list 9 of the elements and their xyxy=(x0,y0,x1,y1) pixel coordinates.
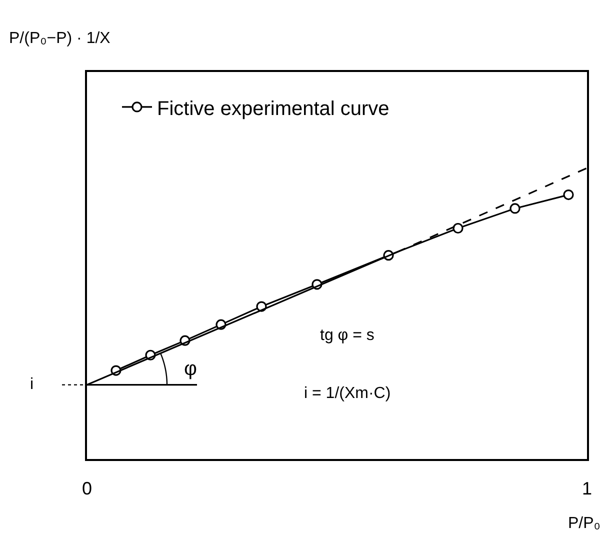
annotation: tg φ = s xyxy=(320,327,374,344)
text: i xyxy=(30,376,34,393)
x-tick-label: 0 xyxy=(82,478,92,499)
annotation: φ xyxy=(184,358,197,380)
x-axis-title: P/P₀ xyxy=(568,515,600,532)
text: P/(P₀−P) · 1/X xyxy=(9,30,111,47)
x-tick-label: 1 xyxy=(582,478,592,499)
legend-label: Fictive experimental curve xyxy=(157,98,390,120)
annotation: i = 1/(Xm·C) xyxy=(304,385,391,402)
